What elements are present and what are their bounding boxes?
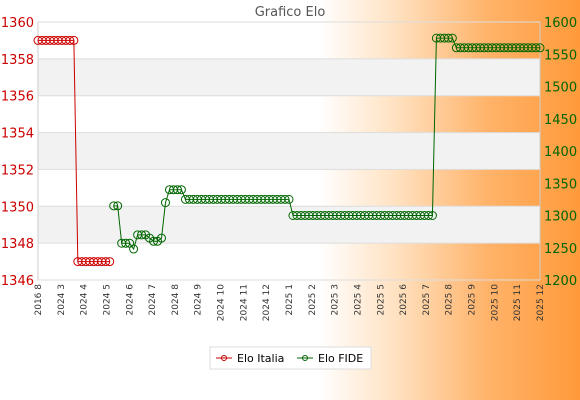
left-tick-label: 1348 bbox=[1, 237, 34, 252]
series-elo-fide bbox=[109, 33, 545, 254]
legend-item-fide[interactable]: Elo FIDE bbox=[297, 352, 363, 365]
legend: Elo Italia Elo FIDE bbox=[209, 346, 372, 370]
x-tick-label: 2025 9 bbox=[468, 284, 478, 316]
right-tick-label: 1500 bbox=[544, 81, 577, 96]
elo-fide-point bbox=[129, 244, 139, 254]
elo-fide-point bbox=[149, 236, 159, 246]
left-tick-label: 1358 bbox=[1, 53, 34, 68]
x-axis: 2016 8 2024 3 2024 4 2024 5 2024 6 2024 7 2024… bbox=[34, 284, 546, 321]
x-tick-label: 2024 5 bbox=[102, 284, 112, 316]
right-axis: 1200 1250 1300 1350 1400 1450 1500 1550 1600 bbox=[544, 16, 577, 289]
plot-band bbox=[38, 58, 540, 96]
elo-italia-point bbox=[105, 257, 115, 267]
x-tick-label: 2024 11 bbox=[239, 284, 249, 321]
legend-box bbox=[209, 346, 372, 370]
right-tick-label: 1250 bbox=[544, 242, 577, 257]
x-tick-label: 2016 8 bbox=[34, 284, 44, 316]
elo-italia-point bbox=[69, 35, 79, 45]
left-tick-label: 1360 bbox=[1, 16, 34, 31]
left-tick-label: 1356 bbox=[1, 90, 34, 105]
elo-fide-point bbox=[113, 201, 123, 211]
elo-italia-point bbox=[65, 35, 75, 45]
elo-fide-point bbox=[447, 33, 457, 43]
x-tick-label: 2025 1 bbox=[285, 284, 295, 316]
x-tick-label: 2024 12 bbox=[262, 284, 272, 321]
legend-italia-marker bbox=[221, 355, 227, 361]
left-tick-label: 1346 bbox=[1, 274, 34, 289]
x-tick-label: 2024 10 bbox=[217, 284, 227, 321]
elo-fide-point bbox=[121, 238, 131, 248]
elo-fide-point bbox=[535, 43, 545, 53]
elo-fide-point bbox=[423, 211, 433, 220]
left-axis: 1346 1348 1350 1352 1354 1356 1358 1360 bbox=[1, 16, 34, 289]
x-tick-label: 2025 10 bbox=[490, 284, 500, 321]
chart-title: Grafico Elo bbox=[255, 5, 326, 20]
x-tick-label: 2024 7 bbox=[148, 284, 158, 316]
elo-fide-point bbox=[160, 198, 170, 208]
x-tick-label: 2024 8 bbox=[171, 284, 181, 316]
x-tick-label: 2025 5 bbox=[376, 284, 386, 316]
x-tick-label: 2025 12 bbox=[536, 284, 546, 321]
elo-fide-point bbox=[109, 201, 119, 211]
x-tick-label: 2024 9 bbox=[194, 284, 204, 316]
right-tick-label: 1550 bbox=[544, 48, 577, 63]
x-tick-label: 2025 7 bbox=[422, 284, 432, 316]
legend-fide-marker bbox=[302, 355, 308, 361]
left-tick-label: 1352 bbox=[1, 163, 34, 178]
plot-band bbox=[38, 206, 540, 244]
x-tick-label: 2024 4 bbox=[80, 284, 90, 316]
elo-fide-point bbox=[531, 43, 541, 53]
right-tick-label: 1350 bbox=[544, 177, 577, 192]
x-tick-label: 2025 2 bbox=[308, 284, 318, 316]
right-tick-label: 1200 bbox=[544, 274, 577, 289]
elo-fide-point bbox=[280, 194, 290, 204]
elo-fide-point bbox=[284, 194, 294, 204]
x-tick-label: 2025 6 bbox=[399, 284, 409, 316]
left-tick-label: 1354 bbox=[1, 127, 34, 142]
elo-fide-point bbox=[172, 185, 182, 195]
elo-fide-point bbox=[427, 211, 437, 220]
right-tick-label: 1600 bbox=[544, 16, 577, 31]
plot-band bbox=[38, 132, 540, 170]
series-elo-italia bbox=[33, 35, 115, 267]
elo-fide-point bbox=[443, 33, 453, 43]
legend-fide-label: Elo FIDE bbox=[318, 352, 363, 365]
elo-fide-point bbox=[157, 233, 167, 243]
legend-italia-label: Elo Italia bbox=[237, 352, 284, 365]
x-tick-label: 2025 11 bbox=[513, 284, 523, 321]
elo-fide-point bbox=[176, 185, 186, 195]
legend-item-italia[interactable]: Elo Italia bbox=[216, 352, 284, 365]
x-tick-label: 2025 3 bbox=[331, 284, 341, 316]
elo-fide-line bbox=[113, 37, 540, 251]
right-tick-label: 1300 bbox=[544, 210, 577, 225]
right-tick-label: 1400 bbox=[544, 145, 577, 160]
x-tick-label: 2025 4 bbox=[353, 284, 363, 316]
x-tick-label: 2025 8 bbox=[445, 284, 455, 316]
elo-italia-point bbox=[101, 257, 111, 267]
x-tick-label: 2024 6 bbox=[125, 284, 135, 316]
plot-bands bbox=[38, 58, 540, 244]
x-tick-label: 2024 3 bbox=[57, 284, 67, 316]
left-tick-label: 1350 bbox=[1, 200, 34, 215]
elo-fide-point bbox=[137, 230, 147, 240]
right-tick-label: 1450 bbox=[544, 113, 577, 128]
